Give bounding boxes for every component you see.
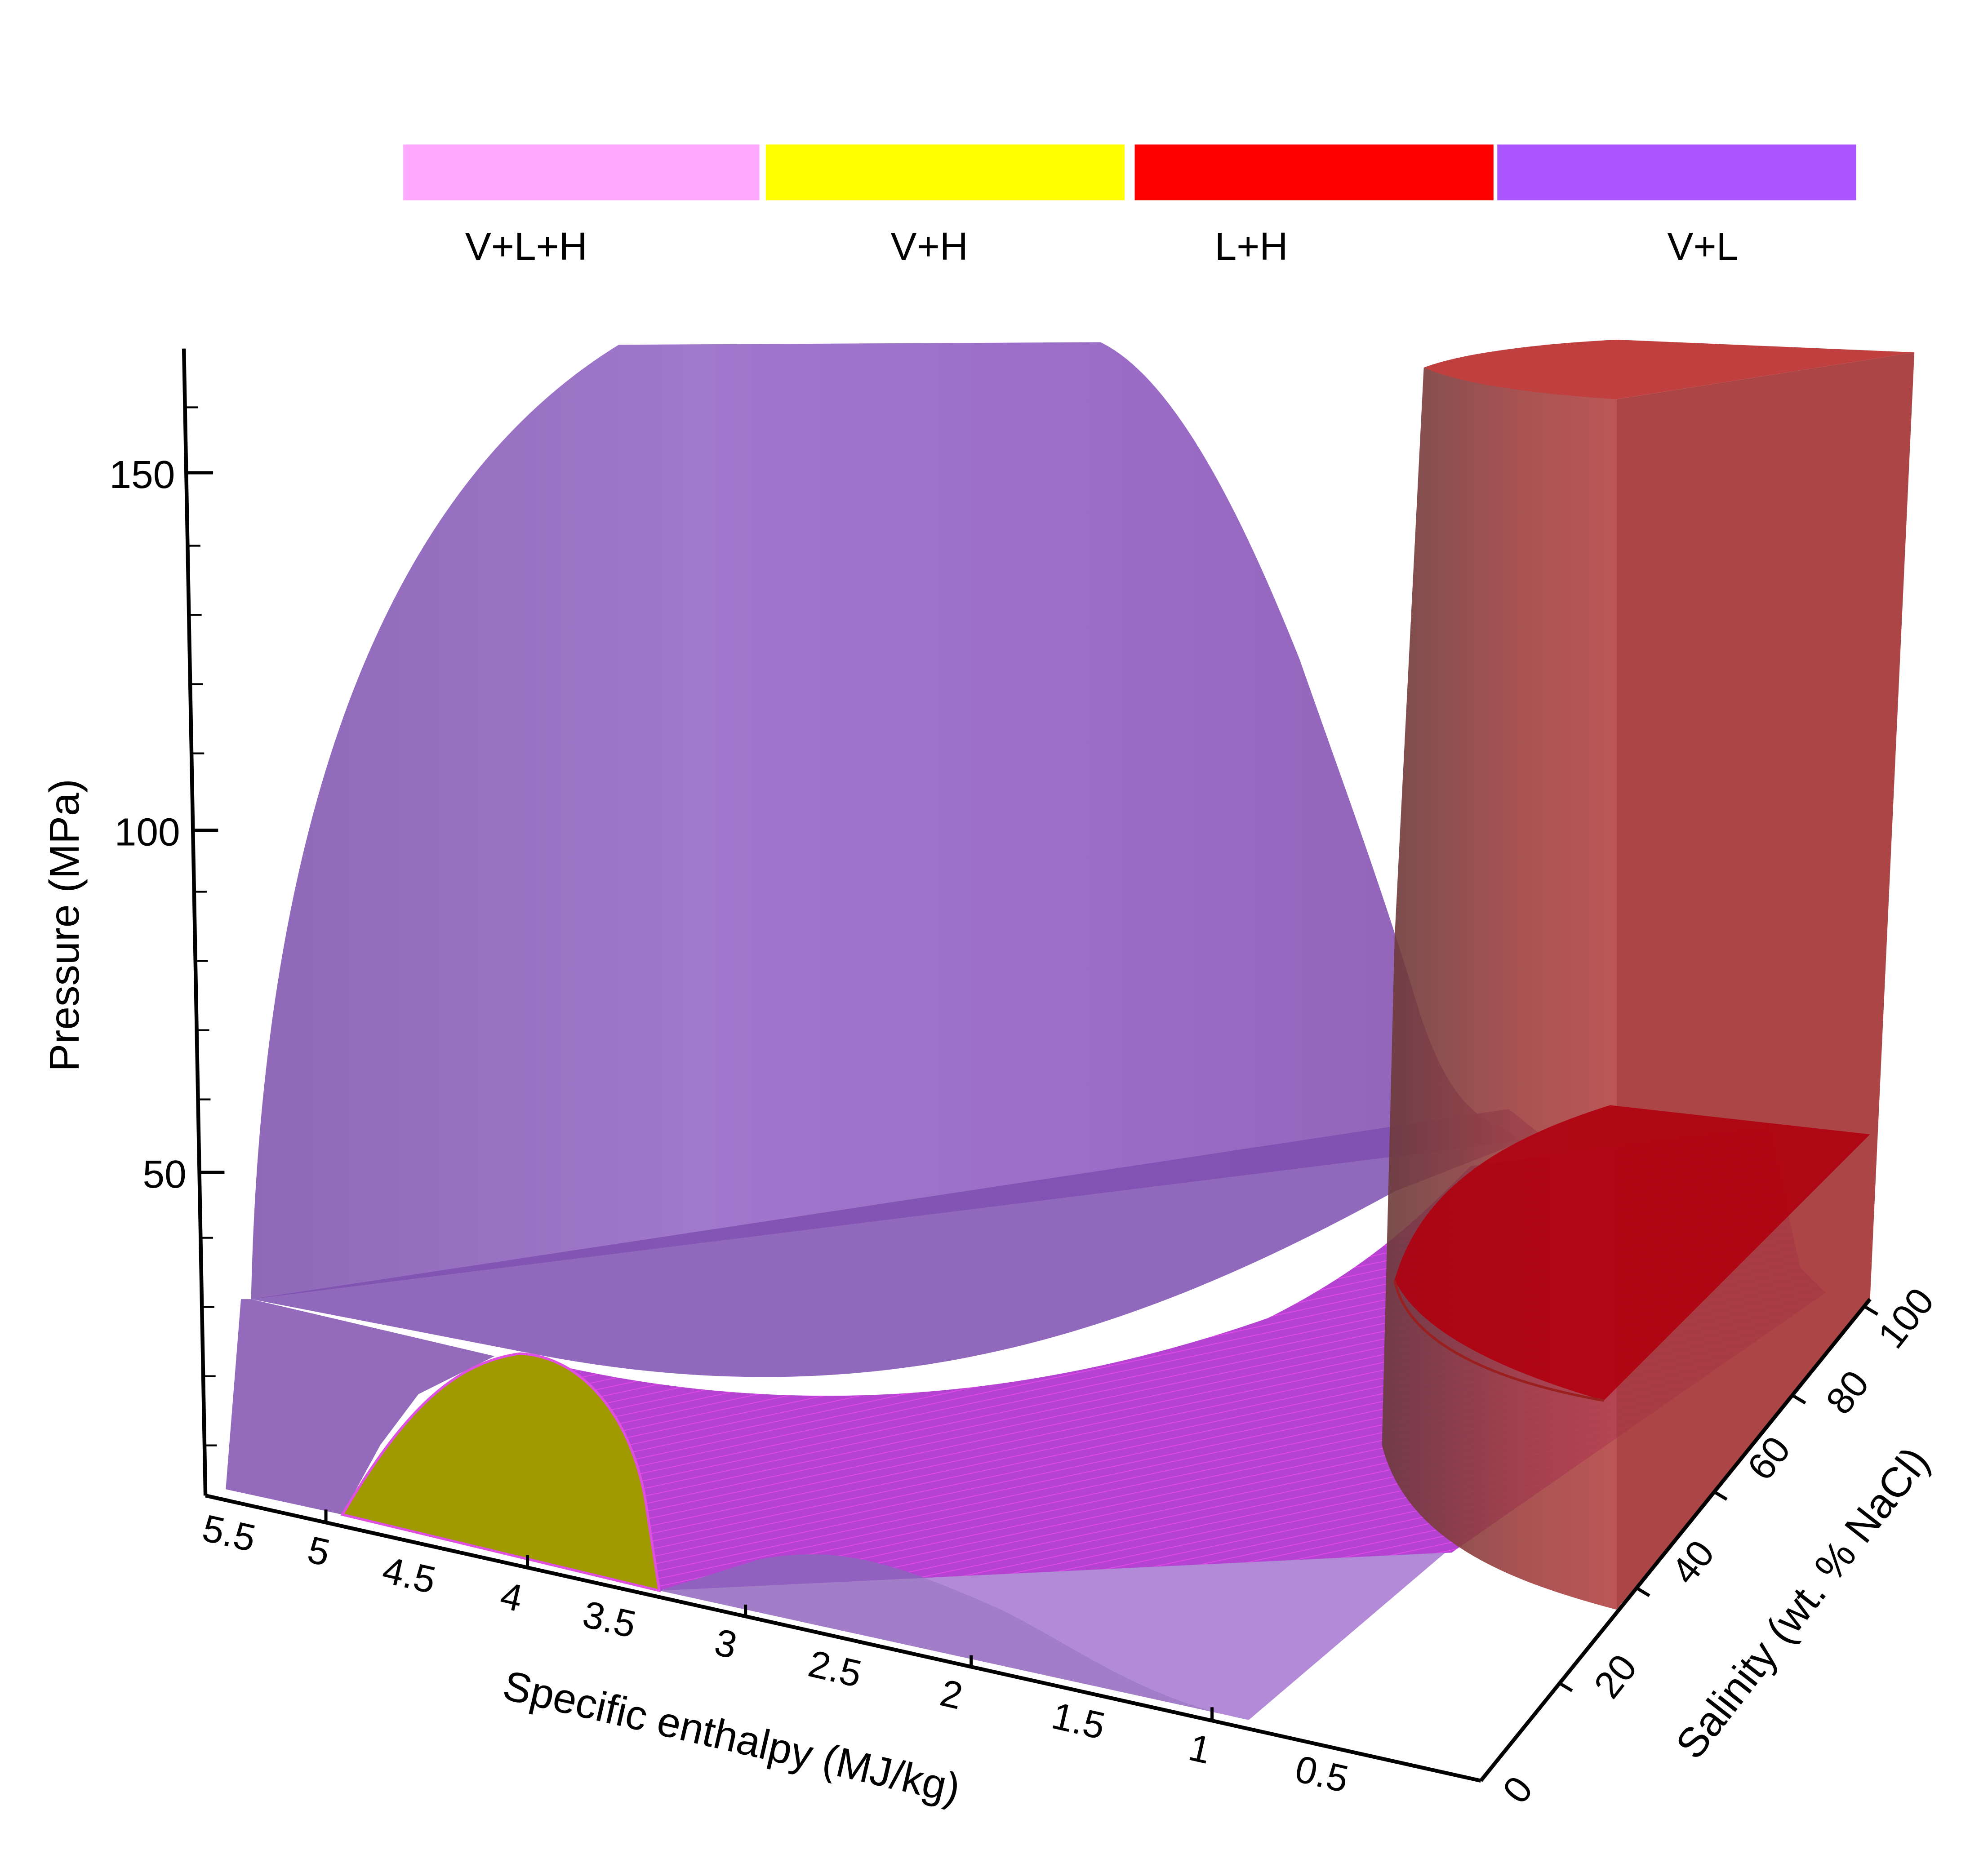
legend-swatch-vh [765, 144, 1125, 200]
y-tick-label-100: 100 [1869, 1280, 1942, 1356]
z-tick-label-150: 150 [110, 452, 175, 497]
vl-slab-top [251, 1109, 1541, 1377]
lh-inner-red-face [1394, 1105, 1870, 1401]
y-axis-ticks [1558, 1305, 1879, 1692]
lh-lower-curve [1393, 1280, 1604, 1402]
lh-prism [1382, 339, 1915, 1610]
z-axis-label: Pressure (MPa) [41, 779, 88, 1072]
legend-swatch-vl [1497, 144, 1856, 200]
x-tick-label-5: 5 [304, 1528, 334, 1574]
y-tick-80 [1792, 1394, 1806, 1405]
x-tick-label-2.5: 2.5 [805, 1642, 866, 1695]
y-tick-40 [1636, 1587, 1650, 1597]
y-tick-label-80: 80 [1817, 1362, 1877, 1422]
z-axis-minor-ticks [185, 406, 217, 1446]
legend: V+L+H V+H L+H V+L [403, 144, 1856, 268]
x-axis-label: Specific enthalpy (MJ/kg) [499, 1662, 965, 1812]
y-tick-label-0: 0 [1494, 1768, 1541, 1811]
x-axis-line [205, 1494, 1481, 1783]
x-tick-label-4: 4 [497, 1573, 527, 1619]
z-tick-label-100: 100 [115, 810, 180, 854]
z-axis-ticks: 150 100 50 [110, 452, 225, 1196]
vl-slab-front-left [226, 1299, 495, 1515]
x-tick-label-1.5: 1.5 [1048, 1694, 1109, 1747]
lh-cylinder-side [1382, 367, 1617, 1610]
y-tick-label-20: 20 [1585, 1646, 1645, 1706]
y-tick-100 [1864, 1305, 1879, 1316]
legend-label-vl: V+L [1667, 224, 1738, 268]
x-tick-label-2: 2 [936, 1671, 966, 1717]
x-tick-label-5.5: 5.5 [199, 1506, 260, 1560]
x-tick-label-0.5: 0.5 [1291, 1747, 1352, 1801]
z-axis-line [182, 348, 208, 1496]
y-tick-60 [1713, 1490, 1728, 1501]
lh-top [1423, 339, 1915, 399]
axes [182, 348, 1872, 1783]
z-tick-label-50: 50 [143, 1152, 187, 1196]
x-tick-label-3: 3 [711, 1620, 741, 1667]
vh-surface [340, 1352, 661, 1593]
x-tick-label-1: 1 [1185, 1726, 1215, 1772]
vl-front-shadow [659, 1554, 1249, 1720]
vl-front-surface [659, 1553, 1445, 1720]
y-tick-20 [1558, 1681, 1573, 1692]
legend-swatch-lh [1134, 144, 1494, 200]
legend-label-vlh: V+L+H [465, 224, 587, 268]
x-tick-label-4.5: 4.5 [378, 1548, 440, 1601]
x-tick-label-3.5: 3.5 [579, 1593, 640, 1646]
vl-dome-surface [251, 342, 1521, 1300]
legend-label-lh: L+H [1215, 224, 1288, 268]
y-axis-line [1479, 1298, 1872, 1782]
legend-label-vh: V+H [890, 224, 968, 268]
legend-swatch-vlh [403, 144, 760, 200]
x-axis-ticks [324, 1509, 1214, 1720]
lh-box-front [1616, 352, 1915, 1610]
